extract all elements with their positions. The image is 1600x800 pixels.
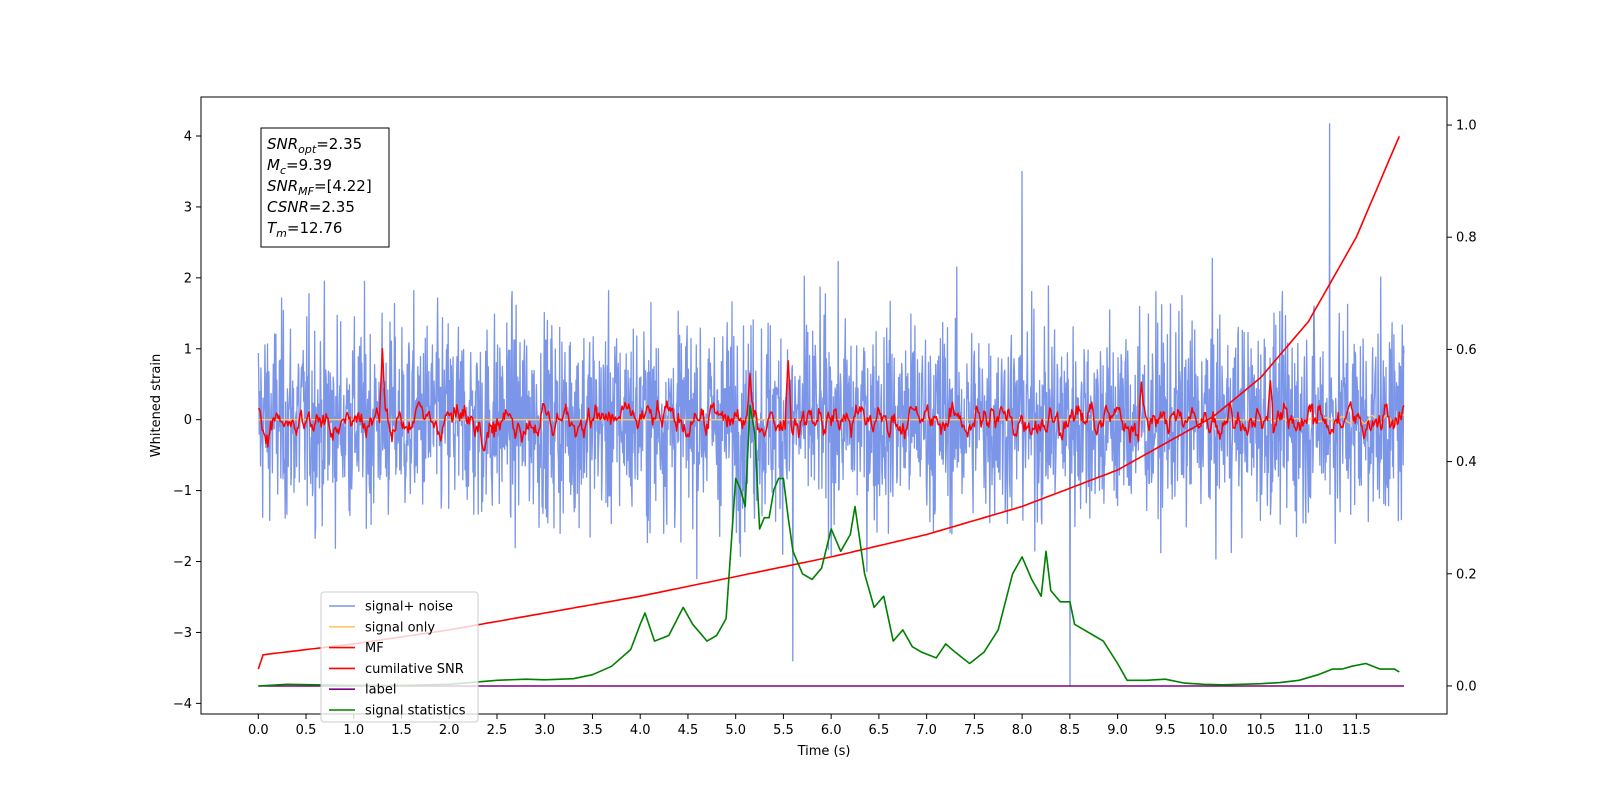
x-tick-label: 8.5 <box>1060 723 1081 738</box>
annotation-line: Tm=12.76 <box>267 219 342 240</box>
x-tick-label: 1.0 <box>343 723 364 738</box>
x-tick-label: 7.5 <box>964 723 985 738</box>
y-tick-label: 4 <box>184 130 192 145</box>
annotation-value: =2.35 <box>309 198 355 216</box>
axes-frame <box>200 96 1448 715</box>
annotation-value: =2.35 <box>316 135 362 153</box>
annotation-name: SNR <box>267 177 298 195</box>
annotation-name: CSNR <box>267 198 309 216</box>
y-axis-left: 4 3 2 1 0 −1 −2 −3 −4 <box>173 130 201 712</box>
annotation-name: T <box>267 219 278 237</box>
annotation-value: =[4.22] <box>314 177 372 195</box>
annotation-value: =9.39 <box>286 156 332 174</box>
x-tick-label: 0.0 <box>248 723 269 738</box>
y-right-tick-label: 0.4 <box>1456 455 1477 470</box>
legend-label: cumilative SNR <box>365 662 464 677</box>
y-tick-label: −4 <box>173 697 192 712</box>
x-tick-label: 11.5 <box>1342 723 1371 738</box>
series-line-signal-statistics <box>258 404 1400 687</box>
annotation-subscript: c <box>280 164 286 177</box>
x-tick-label: 10.5 <box>1246 723 1275 738</box>
annotation-subscript: m <box>276 227 287 240</box>
y-right-tick-label: 0.8 <box>1456 231 1477 246</box>
annotation-name: SNR <box>267 135 298 153</box>
y-axis-right: 1.0 0.8 0.6 0.4 0.2 0.0 <box>1447 119 1477 694</box>
x-tick-label: 5.5 <box>773 723 794 738</box>
annotation-name: M <box>267 156 280 174</box>
x-tick-label: 0.5 <box>296 723 317 738</box>
x-tick-label: 4.5 <box>678 723 699 738</box>
x-tick-label: 6.5 <box>869 723 890 738</box>
y-tick-label: −1 <box>173 484 192 499</box>
annotation-value: =12.76 <box>287 219 343 237</box>
x-axis: 0.0 0.5 1.0 1.5 2.0 2.5 3.0 3.5 4.0 4.5 5.0 5.5 6.0 6… <box>248 714 1371 738</box>
y-right-tick-label: 0.0 <box>1456 679 1477 694</box>
legend-label: label <box>365 683 396 698</box>
y-tick-label: 1 <box>184 342 192 357</box>
y-tick-label: −3 <box>173 626 192 641</box>
x-tick-label: 1.5 <box>391 723 412 738</box>
annotation-subscript: MF <box>298 185 314 198</box>
annotation-line: SNRMF=[4.22] <box>267 177 372 198</box>
y-tick-label: 0 <box>184 413 192 428</box>
x-tick-label: 9.5 <box>1155 723 1176 738</box>
x-tick-label: 4.0 <box>630 723 651 738</box>
annotation-frame <box>260 127 390 248</box>
y-tick-label: 3 <box>184 200 192 215</box>
y-right-tick-label: 1.0 <box>1456 119 1477 134</box>
legend-label: signal only <box>365 620 435 635</box>
x-tick-label: 7.0 <box>916 723 937 738</box>
x-tick-label: 3.0 <box>534 723 555 738</box>
x-tick-label: 5.0 <box>725 723 746 738</box>
x-tick-label: 3.5 <box>582 723 603 738</box>
y-right-tick-label: 0.6 <box>1456 343 1477 358</box>
x-tick-label: 9.0 <box>1107 723 1128 738</box>
y-tick-label: 2 <box>184 271 192 286</box>
legend-frame <box>320 591 479 723</box>
legend: signal+ noise signal only MF cumilative SNR… <box>320 591 479 723</box>
y-right-tick-label: 0.2 <box>1456 567 1477 582</box>
y-tick-label: −2 <box>173 555 192 570</box>
x-tick-label: 6.0 <box>821 723 842 738</box>
legend-label: signal statistics <box>365 704 466 719</box>
annotation-line: CSNR=2.35 <box>267 198 355 216</box>
legend-label: signal+ noise <box>365 600 453 615</box>
series-line-mf <box>258 348 1405 452</box>
annotation-subscript: opt <box>298 143 317 156</box>
annotation-line: SNRopt=2.35 <box>267 135 362 156</box>
x-tick-label: 2.5 <box>487 723 508 738</box>
annotation-line: Mc=9.39 <box>267 156 332 177</box>
x-axis-label: Time (s) <box>797 744 851 759</box>
x-tick-label: 8.0 <box>1012 723 1033 738</box>
x-tick-label: 2.0 <box>439 723 460 738</box>
legend-label: MF <box>365 641 384 656</box>
y-axis-label: Whitened strain <box>149 354 164 457</box>
annotation-box: SNRopt=2.35Mc=9.39SNRMF=[4.22]CSNR=2.35T… <box>260 127 390 248</box>
x-tick-label: 11.0 <box>1294 723 1323 738</box>
x-tick-label: 10.0 <box>1199 723 1228 738</box>
